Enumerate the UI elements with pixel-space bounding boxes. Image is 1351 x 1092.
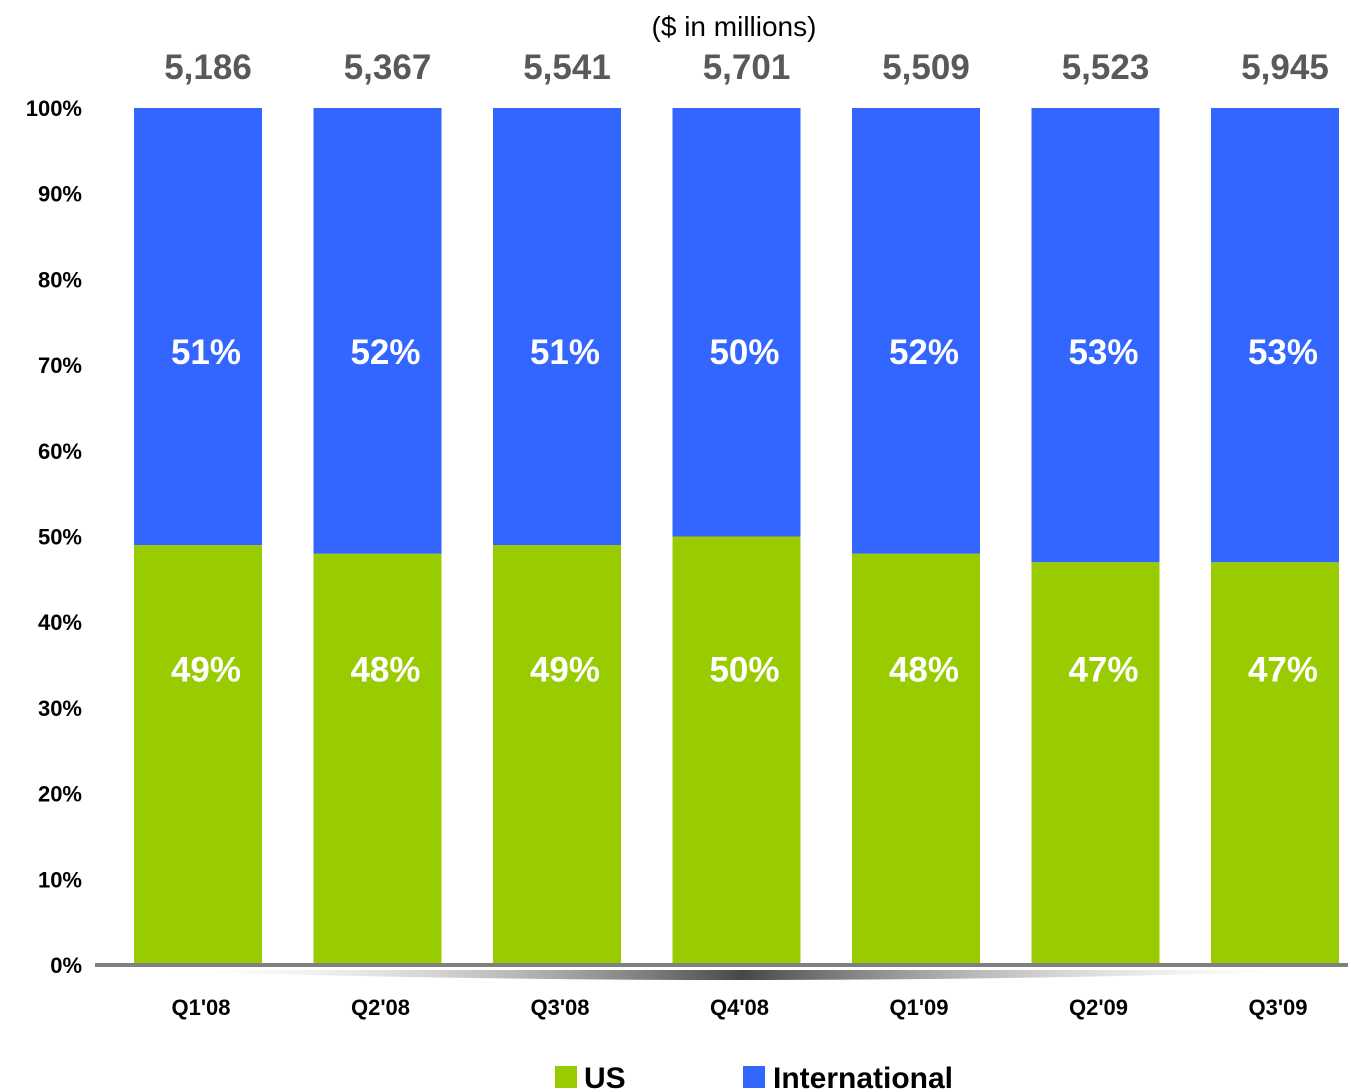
bar-segment-international — [672, 108, 801, 537]
bar-segment-international — [852, 108, 980, 554]
legend-label-us: US — [584, 1062, 626, 1092]
bar-segment-us — [313, 553, 442, 965]
bar-segment-us — [493, 545, 621, 965]
y-tick-label: 0% — [50, 953, 82, 978]
data-label-international: 52% — [350, 333, 420, 372]
y-tick-label: 40% — [38, 610, 82, 635]
bar-segment-us — [852, 553, 980, 965]
bar-segment-us — [134, 545, 262, 965]
data-label-us: 49% — [530, 650, 600, 689]
data-label-us: 50% — [709, 650, 779, 689]
x-tick-label: Q2'09 — [1069, 995, 1128, 1020]
bar-segment-international — [134, 108, 262, 546]
y-tick-label: 10% — [38, 867, 82, 892]
total-label: 5,186 — [164, 48, 252, 87]
bar-segment-international — [313, 108, 442, 554]
x-tick-labels: Q1'08 Q2'08 Q3'08 Q4'08 Q1'09 Q2'09 Q3'09 — [171, 995, 1307, 1020]
bar-segment-international — [1211, 108, 1339, 563]
segment-labels: 49% 51% 48% 52% 49% 51% 50% 50% 48% 52% 47% 53% 47% 5… — [171, 333, 1318, 689]
data-label-international: 51% — [171, 333, 241, 372]
x-tick-label: Q1'08 — [171, 995, 230, 1020]
y-tick-label: 20% — [38, 782, 82, 807]
x-tick-label: Q3'08 — [530, 995, 589, 1020]
y-tick-label: 30% — [38, 696, 82, 721]
data-label-us: 47% — [1248, 650, 1318, 689]
x-tick-label: Q3'09 — [1248, 995, 1307, 1020]
data-label-us: 48% — [350, 650, 420, 689]
legend: US International — [555, 1062, 953, 1092]
y-tick-label: 100% — [26, 96, 82, 121]
total-label: 5,945 — [1241, 48, 1329, 87]
y-tick-label: 80% — [38, 267, 82, 292]
data-label-international: 51% — [530, 333, 600, 372]
bar-segment-international — [493, 108, 621, 546]
x-tick-label: Q4'08 — [710, 995, 769, 1020]
y-tick-label: 90% — [38, 182, 82, 207]
data-label-us: 48% — [889, 650, 959, 689]
x-axis — [95, 963, 1348, 980]
chart-subtitle: ($ in millions) — [652, 11, 817, 42]
legend-swatch-us — [555, 1066, 577, 1088]
total-label: 5,509 — [882, 48, 970, 87]
data-label-international: 53% — [1068, 333, 1138, 372]
data-label-international: 52% — [889, 333, 959, 372]
bar-segment-us — [1211, 562, 1339, 965]
bars — [134, 108, 1339, 965]
total-label: 5,541 — [523, 48, 611, 87]
y-tick-label: 70% — [38, 353, 82, 378]
legend-swatch-international — [743, 1066, 765, 1088]
legend-label-international: International — [773, 1062, 953, 1092]
data-label-us: 47% — [1068, 650, 1138, 689]
y-axis: 0% 10% 20% 30% 40% 50% 60% 70% 80% 90% 100% — [26, 96, 82, 978]
bar-segment-us — [1031, 562, 1160, 965]
data-label-international: 53% — [1248, 333, 1318, 372]
data-label-us: 49% — [171, 650, 241, 689]
x-tick-label: Q1'09 — [889, 995, 948, 1020]
total-label: 5,523 — [1062, 48, 1150, 87]
bar-segment-us — [672, 536, 801, 965]
x-tick-label: Q2'08 — [351, 995, 410, 1020]
bar-segment-international — [1031, 108, 1160, 563]
total-labels: 5,186 5,367 5,541 5,701 5,509 5,523 5,945 — [164, 48, 1329, 87]
y-tick-label: 60% — [38, 439, 82, 464]
total-label: 5,701 — [703, 48, 791, 87]
y-tick-label: 50% — [38, 525, 82, 550]
data-label-international: 50% — [709, 333, 779, 372]
x-axis-shadow — [140, 970, 1346, 980]
total-label: 5,367 — [344, 48, 432, 87]
